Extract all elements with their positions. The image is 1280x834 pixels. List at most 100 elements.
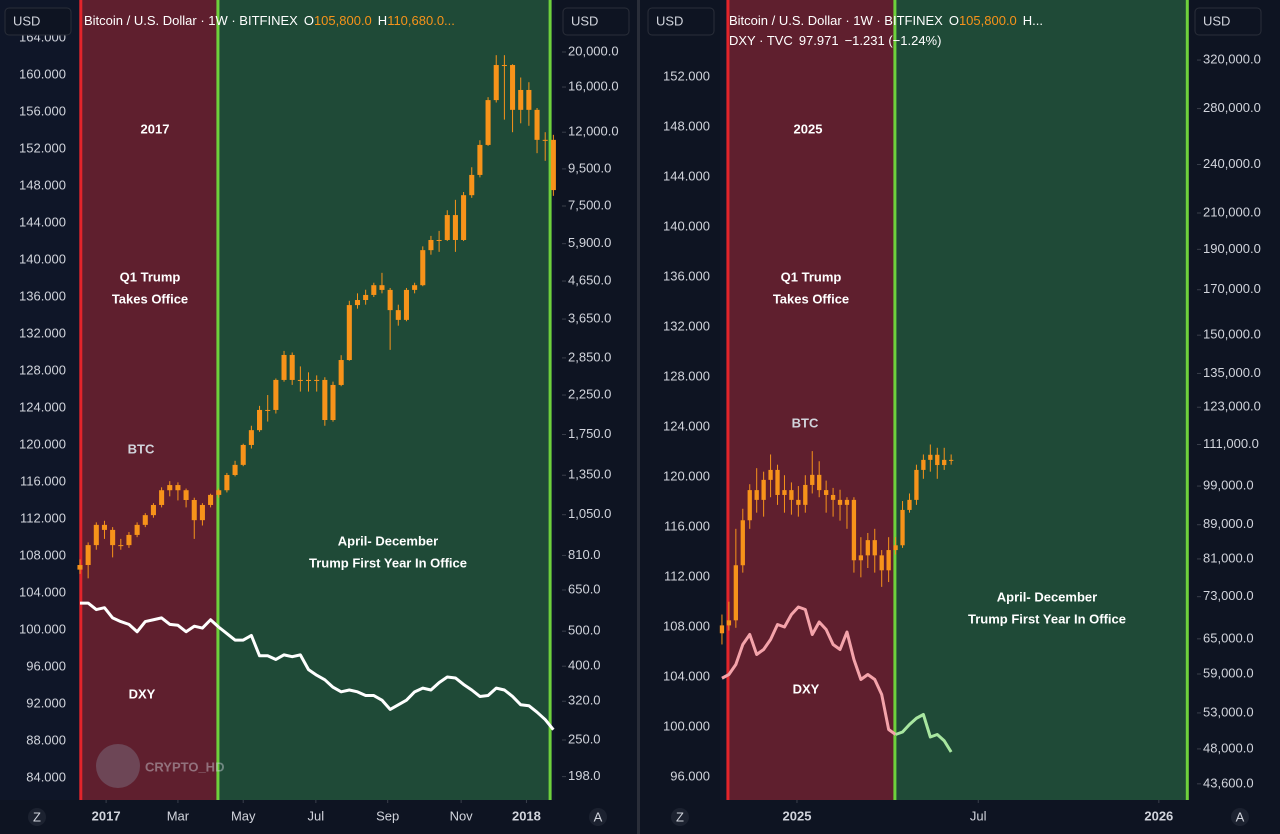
scale-button-label[interactable]: A <box>1236 809 1245 824</box>
y2-tick-label: 81,000.0 <box>1203 550 1254 565</box>
header-line: Bitcoin / U.S. Dollar · 1W · BITFINEX O10… <box>84 13 455 28</box>
candle-body <box>823 490 829 495</box>
candle-body <box>803 484 808 505</box>
y-tick-label: 120.000 <box>19 436 66 451</box>
candle-body <box>740 520 745 566</box>
candle-body <box>452 215 458 240</box>
currency-label[interactable]: USD <box>13 13 40 28</box>
y-tick-label: 136.000 <box>663 268 710 283</box>
x-tick-label: 2018 <box>512 808 541 823</box>
candle-body <box>768 469 773 480</box>
y2-tick-label: 240,000.0 <box>1203 156 1261 171</box>
axis-panel <box>1188 0 1280 800</box>
y2-tick-label: 198.0 <box>568 768 601 783</box>
candle-body <box>837 499 843 505</box>
candle-body <box>240 444 246 465</box>
currency-label[interactable]: USD <box>571 13 598 28</box>
header-item: 97.971 <box>799 33 839 48</box>
candle-body <box>726 620 732 626</box>
candle-body <box>224 474 230 491</box>
y-tick-label: 140.000 <box>663 218 710 233</box>
candle-body <box>85 545 91 566</box>
y2-tick-label: 280,000.0 <box>1203 100 1261 115</box>
period-region <box>894 0 1188 800</box>
scale-button[interactable] <box>671 808 689 826</box>
scale-button[interactable] <box>1231 808 1249 826</box>
y-tick-label: 116.000 <box>20 473 66 488</box>
scale-button-label[interactable]: A <box>594 809 603 824</box>
y2-tick-label: 89,000.0 <box>1203 516 1254 531</box>
y-tick-label: 132.000 <box>19 326 66 341</box>
y-tick-label: 100.000 <box>663 718 710 733</box>
period-region <box>727 0 895 800</box>
candle-body <box>782 490 787 495</box>
scale-button-label[interactable]: Z <box>33 809 41 824</box>
y2-tick-label: 65,000.0 <box>1203 630 1254 645</box>
header-item: 105,800.0 <box>959 13 1017 28</box>
candle-body <box>191 499 197 521</box>
candle-body <box>159 490 165 505</box>
candle-body <box>942 459 947 466</box>
currency-label[interactable]: USD <box>1203 13 1230 28</box>
y2-tick-label: 5,900.0 <box>568 235 611 250</box>
y2-tick-label: 320,000.0 <box>1203 52 1261 67</box>
y-tick-label: 124.000 <box>663 418 710 433</box>
currency-button[interactable] <box>647 7 715 36</box>
y2-tick-label: 123,000.0 <box>1203 399 1261 414</box>
candle-body <box>403 289 409 320</box>
y2-tick-label: 3,650.0 <box>568 311 611 326</box>
candle-body <box>412 285 418 290</box>
candle-body <box>501 65 507 67</box>
region-label: Trump First Year In Office <box>309 555 467 570</box>
y2-tick-label: 135,000.0 <box>1203 365 1261 380</box>
y-tick-label: 120.000 <box>663 468 710 483</box>
candle-body <box>469 174 475 196</box>
candle-body <box>142 515 148 525</box>
series-label: BTC <box>128 441 155 456</box>
candle-body <box>754 490 759 500</box>
candle-body <box>872 540 877 556</box>
scale-button[interactable] <box>589 808 607 826</box>
candle-body <box>428 239 434 251</box>
y-tick-label: 160.000 <box>19 67 66 82</box>
y-tick-label: 116.000 <box>664 518 710 533</box>
axis-panel <box>640 0 720 800</box>
candle-body <box>928 454 933 460</box>
header-item: 105,800.0 <box>314 13 372 28</box>
candle-body <box>118 545 124 547</box>
candle-body <box>949 459 954 461</box>
candle-body <box>907 499 912 510</box>
currency-button[interactable] <box>562 7 630 36</box>
candle-body <box>305 379 312 381</box>
y-tick-label: 92.000 <box>26 695 66 710</box>
region-label: Takes Office <box>773 291 849 306</box>
y-tick-label: 148.000 <box>19 178 66 193</box>
candle-body <box>101 524 108 530</box>
header-item: DXY · TVC <box>729 33 793 48</box>
y2-tick-label: 12,000.0 <box>568 124 619 139</box>
region-label: Q1 Trump <box>120 269 181 284</box>
y2-tick-label: 43,600.0 <box>1203 775 1254 790</box>
candle-body <box>921 459 926 470</box>
y-tick-label: 88.000 <box>26 732 66 747</box>
y2-tick-label: 810.0 <box>568 547 601 562</box>
y2-tick-label: 650.0 <box>568 581 601 596</box>
currency-label[interactable]: USD <box>656 13 683 28</box>
candle-body <box>167 485 173 491</box>
candle-body <box>493 65 499 101</box>
y2-tick-label: 190,000.0 <box>1203 241 1261 256</box>
candle-body <box>265 409 271 411</box>
y-tick-label: 96.000 <box>670 768 710 783</box>
header-item: H <box>378 13 387 28</box>
candle-body <box>322 379 328 421</box>
scale-button[interactable] <box>28 808 46 826</box>
scale-button-label[interactable]: Z <box>676 809 684 824</box>
watermark-icon <box>96 744 140 788</box>
currency-button[interactable] <box>4 7 72 36</box>
currency-button[interactable] <box>1194 7 1262 36</box>
y2-tick-label: 48,000.0 <box>1203 740 1254 755</box>
candle-body <box>273 379 279 410</box>
region-label: Q1 Trump <box>781 269 842 284</box>
candle-body <box>371 285 377 295</box>
y-tick-label: 156.000 <box>19 104 66 119</box>
